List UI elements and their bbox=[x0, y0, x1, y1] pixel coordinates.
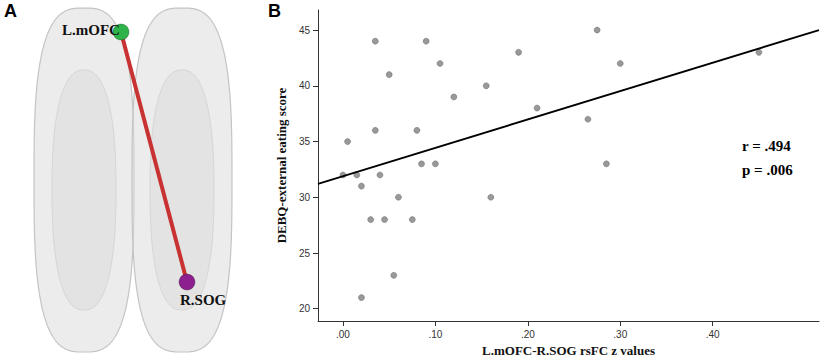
svg-text:25: 25 bbox=[299, 248, 311, 259]
svg-text:L.mOFC: L.mOFC bbox=[62, 22, 120, 38]
svg-text:.40: .40 bbox=[706, 329, 720, 340]
svg-text:r = .494: r = .494 bbox=[742, 138, 791, 154]
svg-text:40: 40 bbox=[299, 80, 311, 91]
svg-text:B: B bbox=[268, 1, 281, 21]
svg-text:p = .006: p = .006 bbox=[742, 162, 793, 178]
svg-text:.00: .00 bbox=[336, 329, 350, 340]
svg-text:A: A bbox=[4, 1, 17, 21]
svg-text:.10: .10 bbox=[428, 329, 442, 340]
svg-text:R.SOG: R.SOG bbox=[180, 292, 227, 308]
svg-text:30: 30 bbox=[299, 192, 311, 203]
svg-text:35: 35 bbox=[299, 136, 311, 147]
svg-text:.20: .20 bbox=[521, 329, 535, 340]
svg-text:.30: .30 bbox=[613, 329, 627, 340]
svg-text:DEBQ-external eating score: DEBQ-external eating score bbox=[274, 87, 289, 243]
svg-text:20: 20 bbox=[299, 303, 311, 314]
svg-text:45: 45 bbox=[299, 25, 311, 36]
svg-text:L.mOFC-R.SOG rsFC z values: L.mOFC-R.SOG rsFC z values bbox=[482, 343, 655, 358]
